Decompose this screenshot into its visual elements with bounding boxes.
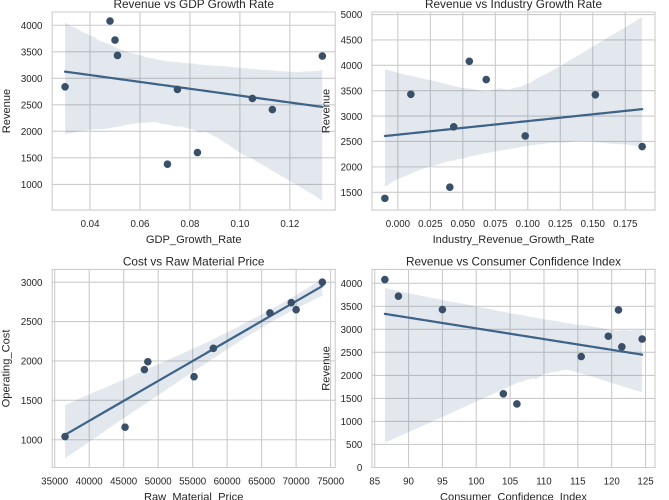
svg-text:Revenue vs Industry Growth Rat: Revenue vs Industry Growth Rate xyxy=(425,0,602,11)
svg-text:0.12: 0.12 xyxy=(280,219,299,230)
svg-text:0.06: 0.06 xyxy=(131,219,150,230)
svg-text:2000: 2000 xyxy=(21,127,43,138)
svg-text:0.150: 0.150 xyxy=(581,219,606,230)
svg-text:100: 100 xyxy=(468,477,485,488)
svg-text:Revenue: Revenue xyxy=(321,89,333,133)
svg-text:1500: 1500 xyxy=(21,154,43,165)
svg-text:90: 90 xyxy=(403,477,414,488)
svg-text:2000: 2000 xyxy=(21,357,43,368)
svg-text:Revenue: Revenue xyxy=(321,346,333,390)
svg-text:50000: 50000 xyxy=(145,477,173,488)
svg-text:2500: 2500 xyxy=(341,137,363,148)
svg-text:0.08: 0.08 xyxy=(180,219,199,230)
svg-text:40000: 40000 xyxy=(76,477,104,488)
svg-text:0.125: 0.125 xyxy=(548,219,572,230)
svg-text:4000: 4000 xyxy=(21,21,43,32)
svg-text:4000: 4000 xyxy=(341,61,363,72)
svg-text:4500: 4500 xyxy=(341,36,363,47)
svg-text:0.10: 0.10 xyxy=(230,219,250,230)
svg-text:3500: 3500 xyxy=(341,302,363,313)
svg-text:120: 120 xyxy=(604,477,621,488)
svg-text:Consumer_Confidence_Index: Consumer_Confidence_Index xyxy=(440,492,587,500)
svg-text:3000: 3000 xyxy=(21,278,43,289)
svg-text:0.175: 0.175 xyxy=(613,219,637,230)
svg-text:500: 500 xyxy=(346,440,363,451)
svg-text:0.04: 0.04 xyxy=(81,219,101,230)
svg-text:1500: 1500 xyxy=(341,394,363,405)
svg-text:0.075: 0.075 xyxy=(483,219,507,230)
svg-text:45000: 45000 xyxy=(110,477,138,488)
svg-text:4000: 4000 xyxy=(341,279,363,290)
svg-text:2000: 2000 xyxy=(341,163,363,174)
svg-text:Raw_Material_Price: Raw_Material_Price xyxy=(144,492,243,500)
svg-text:2500: 2500 xyxy=(21,317,43,328)
svg-text:95: 95 xyxy=(437,477,448,488)
svg-text:Industry_Revenue_Growth_Rate: Industry_Revenue_Growth_Rate xyxy=(433,234,595,246)
svg-text:3000: 3000 xyxy=(341,325,363,336)
svg-text:0.050: 0.050 xyxy=(451,219,476,230)
svg-text:85: 85 xyxy=(369,477,380,488)
svg-text:3000: 3000 xyxy=(341,112,363,123)
svg-text:1500: 1500 xyxy=(21,396,43,407)
svg-text:75000: 75000 xyxy=(317,477,345,488)
svg-text:1000: 1000 xyxy=(21,180,43,191)
svg-text:125: 125 xyxy=(637,477,653,488)
svg-text:3500: 3500 xyxy=(21,47,43,58)
svg-text:1500: 1500 xyxy=(341,188,363,199)
svg-text:3000: 3000 xyxy=(21,74,43,85)
svg-text:65000: 65000 xyxy=(248,477,276,488)
svg-text:55000: 55000 xyxy=(179,477,207,488)
svg-text:1000: 1000 xyxy=(21,435,43,446)
svg-text:2500: 2500 xyxy=(21,101,43,112)
svg-text:Operating_Cost: Operating_Cost xyxy=(1,330,13,408)
svg-text:Revenue vs Consumer Confidence: Revenue vs Consumer Confidence Index xyxy=(406,254,621,268)
svg-text:0.000: 0.000 xyxy=(386,219,411,230)
svg-text:110: 110 xyxy=(536,477,552,488)
svg-text:115: 115 xyxy=(570,477,586,488)
svg-text:70000: 70000 xyxy=(283,477,311,488)
svg-text:1000: 1000 xyxy=(341,417,363,428)
svg-text:3500: 3500 xyxy=(341,86,363,97)
svg-text:5000: 5000 xyxy=(341,10,363,21)
svg-text:35000: 35000 xyxy=(41,477,69,488)
svg-text:60000: 60000 xyxy=(214,477,242,488)
svg-text:0.100: 0.100 xyxy=(516,219,541,230)
svg-text:Revenue vs GDP Growth Rate: Revenue vs GDP Growth Rate xyxy=(113,0,274,11)
svg-text:GDP_Growth_Rate: GDP_Growth_Rate xyxy=(146,234,242,246)
svg-text:0: 0 xyxy=(357,463,363,474)
svg-text:Revenue: Revenue xyxy=(1,89,13,133)
svg-text:0.025: 0.025 xyxy=(418,219,442,230)
svg-text:105: 105 xyxy=(502,477,518,488)
svg-text:2000: 2000 xyxy=(341,371,363,382)
svg-text:2500: 2500 xyxy=(341,348,363,359)
svg-text:Cost vs Raw Material Price: Cost vs Raw Material Price xyxy=(123,254,265,268)
